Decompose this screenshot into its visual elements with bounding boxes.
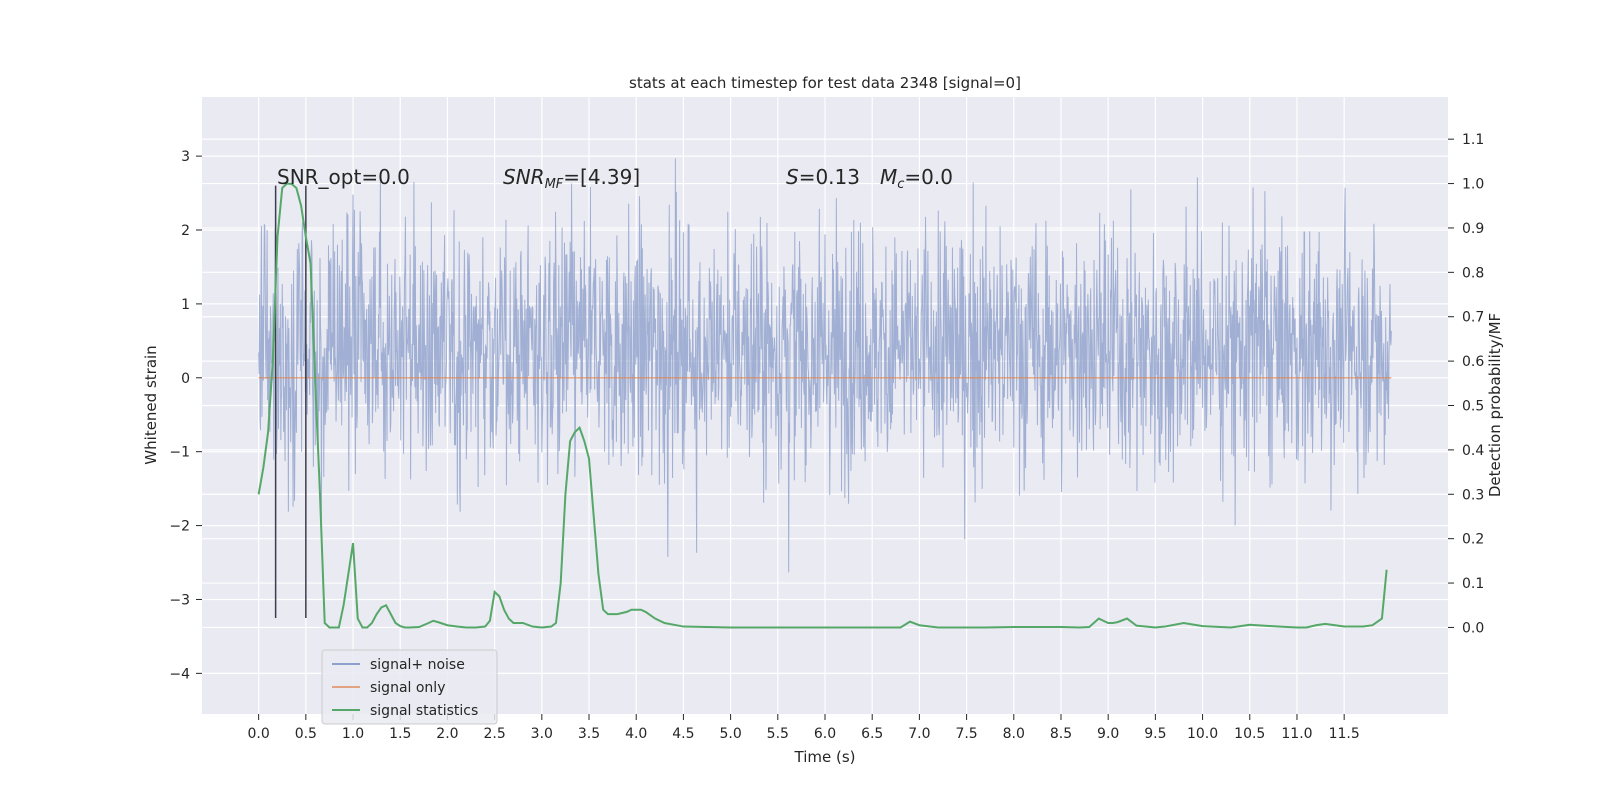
y-left-tick-label: −2 — [169, 519, 190, 535]
x-tick-label: 9.0 — [1097, 726, 1119, 742]
y-right-tick-label: 0.0 — [1462, 620, 1484, 636]
x-tick-label: 8.0 — [1003, 726, 1025, 742]
x-tick-label: 11.0 — [1281, 726, 1312, 742]
x-tick-label: 3.5 — [578, 726, 600, 742]
x-tick-label: 2.0 — [436, 726, 458, 742]
y-left-tick-label: −4 — [169, 666, 190, 682]
x-axis-ticks: 0.0 0.5 1.0 1.5 2.0 2.5 3.0 3.5 4.0 4.5 5.0 5.5 6.0 6… — [248, 714, 1360, 742]
y-left-tick-label: 2 — [181, 223, 190, 239]
annotation-snr-opt: SNR_opt=0.0 — [277, 165, 410, 189]
signal-statistics-line — [257, 182, 1388, 629]
y-left-tick-label: 0 — [181, 371, 190, 387]
x-tick-label: 6.5 — [861, 726, 883, 742]
x-tick-label: 9.5 — [1144, 726, 1166, 742]
annotation-snr-mf: SNRMF=[4.39] — [503, 165, 640, 192]
x-tick-label: 10.0 — [1187, 726, 1218, 742]
y-right-tick-label: 0.5 — [1462, 399, 1484, 415]
y-left-tick-label: −3 — [169, 592, 190, 608]
y-left-tick-label: 3 — [181, 149, 190, 165]
y-right-tick-label: 1.0 — [1462, 177, 1484, 193]
legend-label-signal-statistics: signal statistics — [370, 703, 478, 719]
legend: signal+ noise signal only signal statist… — [321, 649, 498, 725]
y-right-tick-label: 1.1 — [1462, 132, 1484, 148]
y-right-tick-label: 0.3 — [1462, 487, 1484, 503]
y-right-tick-label: 0.4 — [1462, 443, 1484, 459]
signal-noise-line — [258, 158, 1392, 573]
y-right-tick-label: 0.1 — [1462, 576, 1484, 592]
x-tick-label: 8.5 — [1050, 726, 1072, 742]
x-tick-label: 7.0 — [908, 726, 930, 742]
y-right-tick-label: 0.2 — [1462, 532, 1484, 548]
legend-label-signal-only: signal only — [370, 680, 445, 696]
x-tick-label: 1.0 — [342, 726, 364, 742]
x-tick-label: 0.0 — [248, 726, 270, 742]
x-tick-label: 1.5 — [389, 726, 411, 742]
x-tick-label: 11.5 — [1329, 726, 1360, 742]
vertical-markers — [274, 185, 307, 618]
annotation-s: S=0.13 — [786, 165, 860, 189]
y-axis-left-label: Whitened strain — [142, 345, 160, 464]
y-right-tick-label: 0.6 — [1462, 354, 1484, 370]
x-tick-label: 7.5 — [955, 726, 977, 742]
y-right-tick-label: 0.7 — [1462, 310, 1484, 326]
series-signal-noise — [258, 158, 1392, 573]
y-left-tick-label: 1 — [181, 297, 190, 313]
y-axis-right-ticks: 0.0 0.1 0.2 0.3 0.4 0.5 0.6 0.7 0.8 0.9 1.0 1.1 — [1448, 132, 1484, 636]
y-axis-right-label: Detection probability/MF — [1486, 313, 1504, 497]
legend-box — [321, 649, 498, 725]
x-tick-label: 0.5 — [295, 726, 317, 742]
x-axis-label: Time (s) — [794, 748, 856, 766]
x-tick-label: 10.5 — [1234, 726, 1265, 742]
x-tick-label: 2.5 — [483, 726, 505, 742]
x-tick-label: 5.0 — [719, 726, 741, 742]
x-tick-label: 3.0 — [531, 726, 553, 742]
series-signal-statistics — [257, 182, 1388, 629]
y-right-tick-label: 0.9 — [1462, 221, 1484, 237]
annotation-mc: Mc=0.0 — [880, 165, 953, 192]
y-axis-left-ticks: −4 −3 −2 −1 0 1 2 3 — [169, 149, 202, 682]
x-tick-label: 6.0 — [814, 726, 836, 742]
x-tick-label: 4.5 — [672, 726, 694, 742]
legend-label-signal-noise: signal+ noise — [370, 657, 465, 673]
x-tick-label: 5.5 — [767, 726, 789, 742]
y-left-tick-label: −1 — [169, 445, 190, 461]
y-right-tick-label: 0.8 — [1462, 265, 1484, 281]
chart-title: stats at each timestep for test data 234… — [629, 74, 1021, 92]
x-tick-label: 4.0 — [625, 726, 647, 742]
